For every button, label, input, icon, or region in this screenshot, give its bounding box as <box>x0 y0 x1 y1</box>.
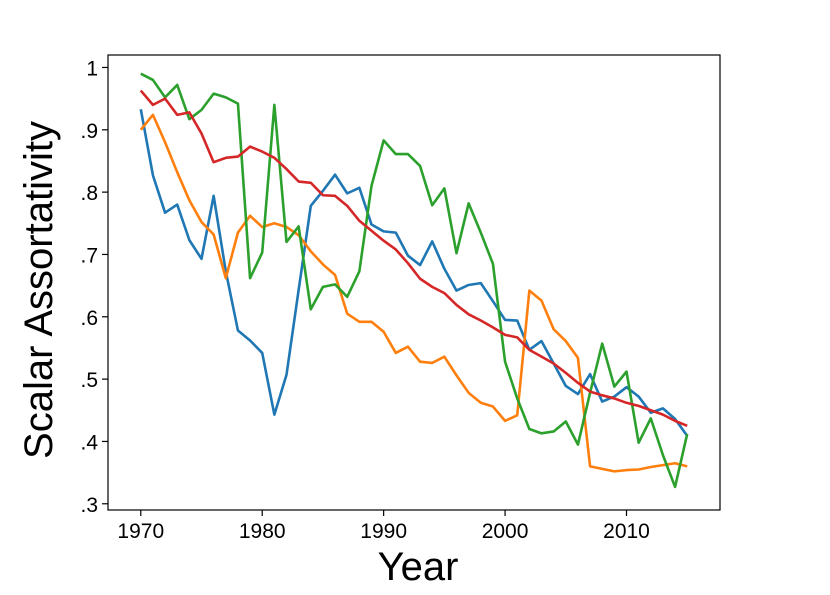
x-tick-label: 2000 <box>482 520 529 543</box>
y-tick-label: .5 <box>80 369 98 392</box>
y-tick-label: .3 <box>80 494 98 517</box>
y-tick-label: 1 <box>86 57 98 80</box>
y-axis-ticks: .3 .4 .5 .6 .7 .8 .9 1 <box>80 57 108 517</box>
series-line-3 <box>140 72 689 489</box>
y-tick-label: .8 <box>80 182 98 205</box>
x-tick-label: 1980 <box>239 520 286 543</box>
y-tick-label: .9 <box>80 120 98 143</box>
series-line-2 <box>139 113 688 473</box>
plot-frame <box>107 54 721 511</box>
y-tick-label: .7 <box>80 244 98 267</box>
x-tick-label: 1970 <box>117 520 164 543</box>
x-tick-label: 2010 <box>603 520 650 543</box>
series-line-1 <box>139 108 689 437</box>
y-tick-label: .4 <box>80 431 98 454</box>
series-line-4 <box>139 89 688 428</box>
x-tick-label: 1990 <box>360 520 407 543</box>
series-layer <box>139 72 689 489</box>
y-axis-title: Scalar Assortativity <box>17 121 61 459</box>
x-axis-ticks: 1970 1980 1990 2000 2010 <box>117 510 650 543</box>
y-tick-label: .6 <box>80 307 98 330</box>
x-axis-title: Year <box>378 545 459 589</box>
